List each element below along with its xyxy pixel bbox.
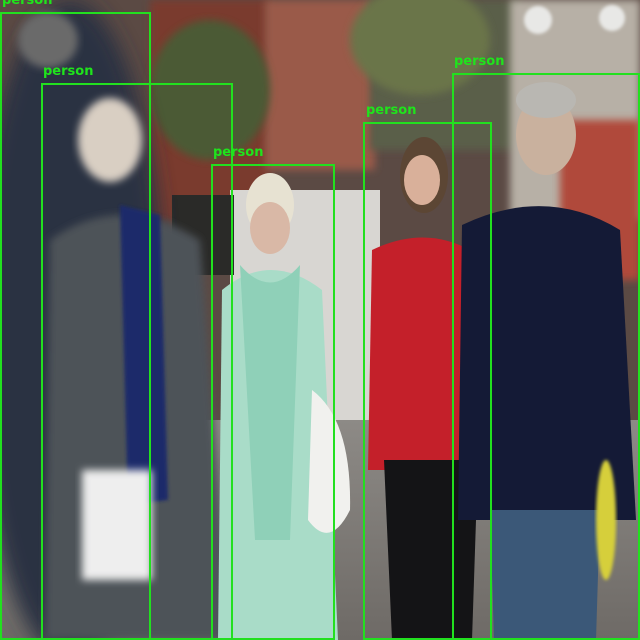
detection-label-person-2: person [43, 64, 94, 79]
detection-box-person-3 [211, 164, 335, 640]
detection-label-person-1: person [2, 0, 53, 8]
detection-box-person-5 [452, 73, 640, 640]
detection-label-person-3: person [213, 145, 264, 160]
detection-label-person-5: person [454, 54, 505, 69]
detection-box-person-2 [41, 83, 233, 640]
detection-box-person-4 [363, 122, 492, 640]
detection-label-person-4: person [366, 103, 417, 118]
